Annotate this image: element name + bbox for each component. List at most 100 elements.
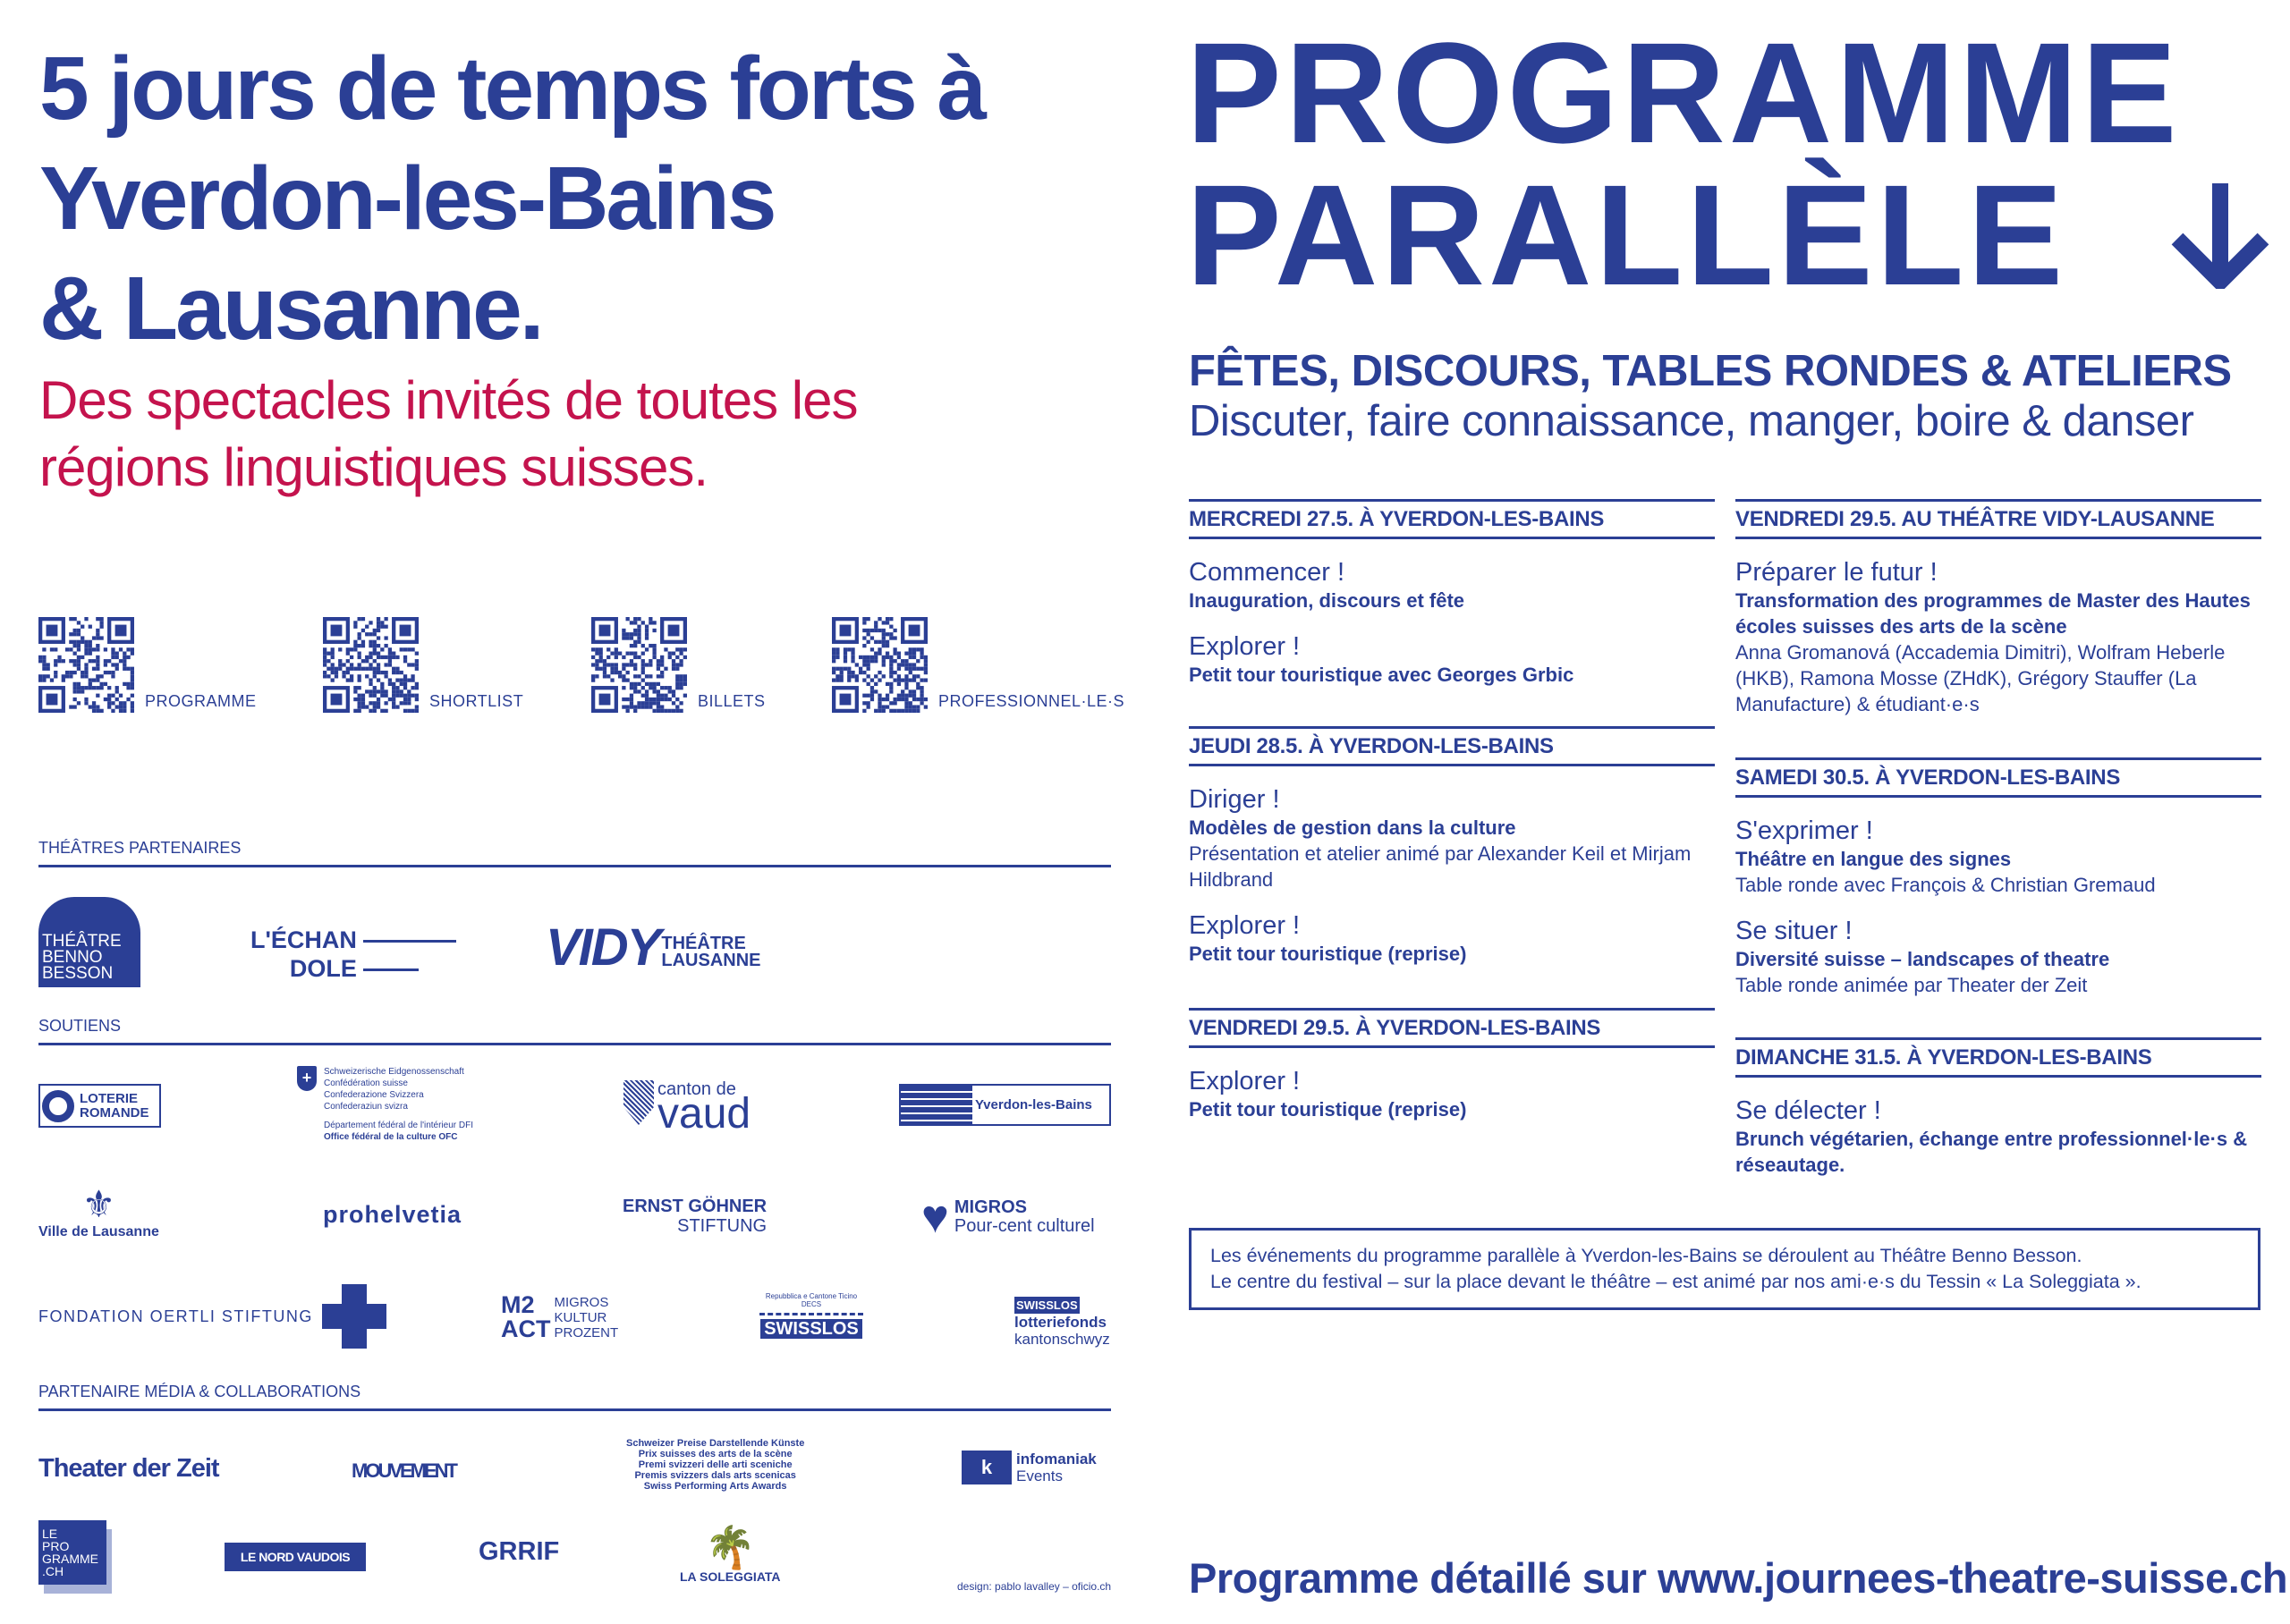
notice-box: Les événements du programme parallèle à … [1189,1228,2260,1310]
event-item: Se délecter ! Brunch végétarien, échange… [1735,1095,2261,1178]
logo-mouvement: MOUVEMENT [352,1459,458,1482]
event-title: Se situer ! [1735,917,1853,945]
day-block: VENDREDI 29.5. AU THÉÂTRE VIDY-LAUSANNE … [1735,499,2261,717]
event-item: Diriger ! Modèles de gestion dans la cul… [1189,784,1715,892]
logo-la-soleggiata: 🌴 LA SOLEGGIATA [680,1524,781,1584]
event-item: S'exprimer ! Théâtre en langue des signe… [1735,816,2261,898]
section-theatres: THÉÂTRES PARTENAIRES [38,839,1111,867]
qr-label: SHORTLIST [429,692,524,710]
notice-line: Le centre du festival – sur la place dev… [1210,1271,2142,1292]
event-description: Table ronde animée par Theater der Zeit [1735,974,2088,996]
notice-line: Les événements du programme parallèle à … [1210,1245,2082,1266]
qr-label: PROFESSIONNEL·LE·S [938,692,1125,710]
headline: 5 jours de temps forts à Yverdon-les-Bai… [39,34,987,364]
qr-shortlist[interactable]: SHORTLIST [323,617,523,713]
logo-prohelvetia: prohelvetia [323,1201,462,1228]
logo-leprogramme: LE PRO GRAMME .CH [38,1520,106,1585]
event-item: Explorer ! Petit tour touristique (repri… [1189,1066,1715,1122]
event-description: Présentation et atelier animé par Alexan… [1189,842,1692,891]
oertli-cross-icon [321,1284,386,1349]
day-header: JEUDI 28.5. À YVERDON-LES-BAINS [1189,726,1715,766]
logo-migros-pour-cent: ♥ MIGROS Pour-cent culturel [921,1191,1095,1243]
subheadline-line: régions linguistiques suisses. [39,437,708,497]
event-item: Explorer ! Petit tour touristique avec G… [1189,631,1715,688]
title-parallele: PARALLÈLE [1186,164,2269,307]
section-media: PARTENAIRE MÉDIA & COLLABORATIONS [38,1383,1111,1411]
section-soutiens: SOUTIENS [38,1017,1111,1045]
day-block: MERCREDI 27.5. À YVERDON-LES-BAINS Comme… [1189,499,1715,688]
headline-line: Yverdon-les-Bains [39,148,777,249]
logo-canton-vaud: canton de vaud [623,1080,751,1136]
day-block: JEUDI 28.5. À YVERDON-LES-BAINS Diriger … [1189,726,1715,967]
qr-code-icon [38,617,134,713]
logo-theater-der-zeit: Theater der Zeit [38,1454,220,1483]
event-subtitle: Théâtre en langue des signes [1735,848,2012,870]
day-block: VENDREDI 29.5. À YVERDON-LES-BAINS Explo… [1189,1008,1715,1122]
event-description: Table ronde avec François & Christian Gr… [1735,874,2156,896]
qr-code-icon [832,617,928,713]
logo-infomaniak: k infomaniak Events [962,1451,1097,1484]
logo-lotteriefonds-schwyz: SWISSLOS lotteriefonds kantonschwyz [1014,1297,1110,1348]
logo-echandole: L'ÉCHAN DOLE [250,926,457,983]
qr-programme[interactable]: PROGRAMME [38,617,257,713]
logo-benno-besson: THÉÂTRE BENNO BESSON [38,897,140,987]
heart-icon: ♥ [921,1191,949,1243]
qr-professionnels[interactable]: PROFESSIONNEL·LE·S [832,617,1124,713]
day-header: DIMANCHE 31.5. À YVERDON-LES-BAINS [1735,1037,2261,1078]
logo-grrif: GRRIF [479,1537,560,1566]
event-title: Explorer ! [1189,1067,1301,1095]
logo-m2act: M2 ACT MIGROS KULTUR PROZENT [501,1291,619,1342]
footer-website[interactable]: Programme détaillé sur www.journees-thea… [1189,1554,2288,1602]
headline-line: & Lausanne. [39,258,545,359]
event-title: Se délecter ! [1735,1096,1881,1125]
day-header: MERCREDI 27.5. À YVERDON-LES-BAINS [1189,499,1715,539]
arrow-down-icon [2171,183,2269,289]
title-programme: PROGRAMME [1186,13,2181,173]
headline-line: 5 jours de temps forts à [39,38,987,139]
qr-label: PROGRAMME [145,692,257,710]
event-subtitle: Petit tour touristique avec Georges Grbi… [1189,664,1574,686]
palm-tree-icon: 🌴 [704,1524,756,1570]
day-block: DIMANCHE 31.5. À YVERDON-LES-BAINS Se dé… [1735,1037,2261,1178]
event-subtitle: Diversité suisse – landscapes of theatre [1735,948,2110,970]
event-title: Explorer ! [1189,911,1301,940]
event-subtitle: Brunch végétarien, échange entre profess… [1735,1128,2248,1176]
design-credit: design: pablo lavalley – oficio.ch [957,1580,1112,1593]
logo-vidy: VIDY THÉÂTRE LAUSANNE [546,918,761,977]
day-header: SAMEDI 30.5. À YVERDON-LES-BAINS [1735,757,2261,798]
logo-yverdon-les-bains: Yverdon-les-Bains [899,1084,1111,1126]
event-subtitle: Petit tour touristique (reprise) [1189,1098,1467,1121]
logo-prix-suisses: Schweizer Preise Darstellende Künste Prix… [626,1438,805,1492]
event-description: Anna Gromanová (Accademia Dimitri), Wolf… [1735,641,2226,715]
day-header: VENDREDI 29.5. À YVERDON-LES-BAINS [1189,1008,1715,1048]
day-header: VENDREDI 29.5. AU THÉÂTRE VIDY-LAUSANNE [1735,499,2261,539]
qr-label: BILLETS [698,692,766,710]
event-subtitle: Modèles de gestion dans la culture [1189,816,1516,839]
event-title: Explorer ! [1189,632,1301,661]
day-block: SAMEDI 30.5. À YVERDON-LES-BAINS S'expri… [1735,757,2261,998]
logo-swisslos-ticino: Repubblica e Cantone Ticino DECS SWISSLOS [759,1292,863,1339]
event-title: Préparer le futur ! [1735,558,1938,587]
event-title: Commencer ! [1189,558,1345,587]
event-item: Commencer ! Inauguration, discours et fê… [1189,557,1715,613]
event-item: Préparer le futur ! Transformation des p… [1735,557,2261,717]
event-title: S'exprimer ! [1735,816,1873,845]
logo-ernst-goehner: ERNST GÖHNER STIFTUNG [623,1197,768,1236]
qr-billets[interactable]: BILLETS [591,617,766,713]
event-subtitle: Inauguration, discours et fête [1189,589,1465,612]
subheadline: Des spectacles invités de toutes les rég… [39,367,858,501]
logo-le-nord-vaudois: LE NORD VAUDOIS [225,1543,366,1571]
logo-ville-de-lausanne: ⚜ Ville de Lausanne [38,1183,159,1240]
event-item: Explorer ! Petit tour touristique (repri… [1189,910,1715,967]
event-subtitle: Petit tour touristique (reprise) [1189,943,1467,965]
coat-of-arms-icon: ⚜ [81,1183,116,1225]
logo-loterie-romande: LOTERIE ROMANDE [38,1084,161,1128]
qr-code-icon [323,617,419,713]
subheadline-line: Des spectacles invités de toutes les [39,370,858,430]
event-title: Diriger ! [1189,785,1280,814]
event-subtitle: Transformation des programmes de Master … [1735,589,2251,638]
tagline: Discuter, faire connaissance, manger, bo… [1189,397,2194,445]
tagline-bold: FÊTES, DISCOURS, TABLES RONDES & ATELIER… [1189,347,2232,395]
logo-confederation: + Schweizerische Eidgenossenschaft Conféd… [297,1066,473,1143]
qr-code-icon [591,617,687,713]
